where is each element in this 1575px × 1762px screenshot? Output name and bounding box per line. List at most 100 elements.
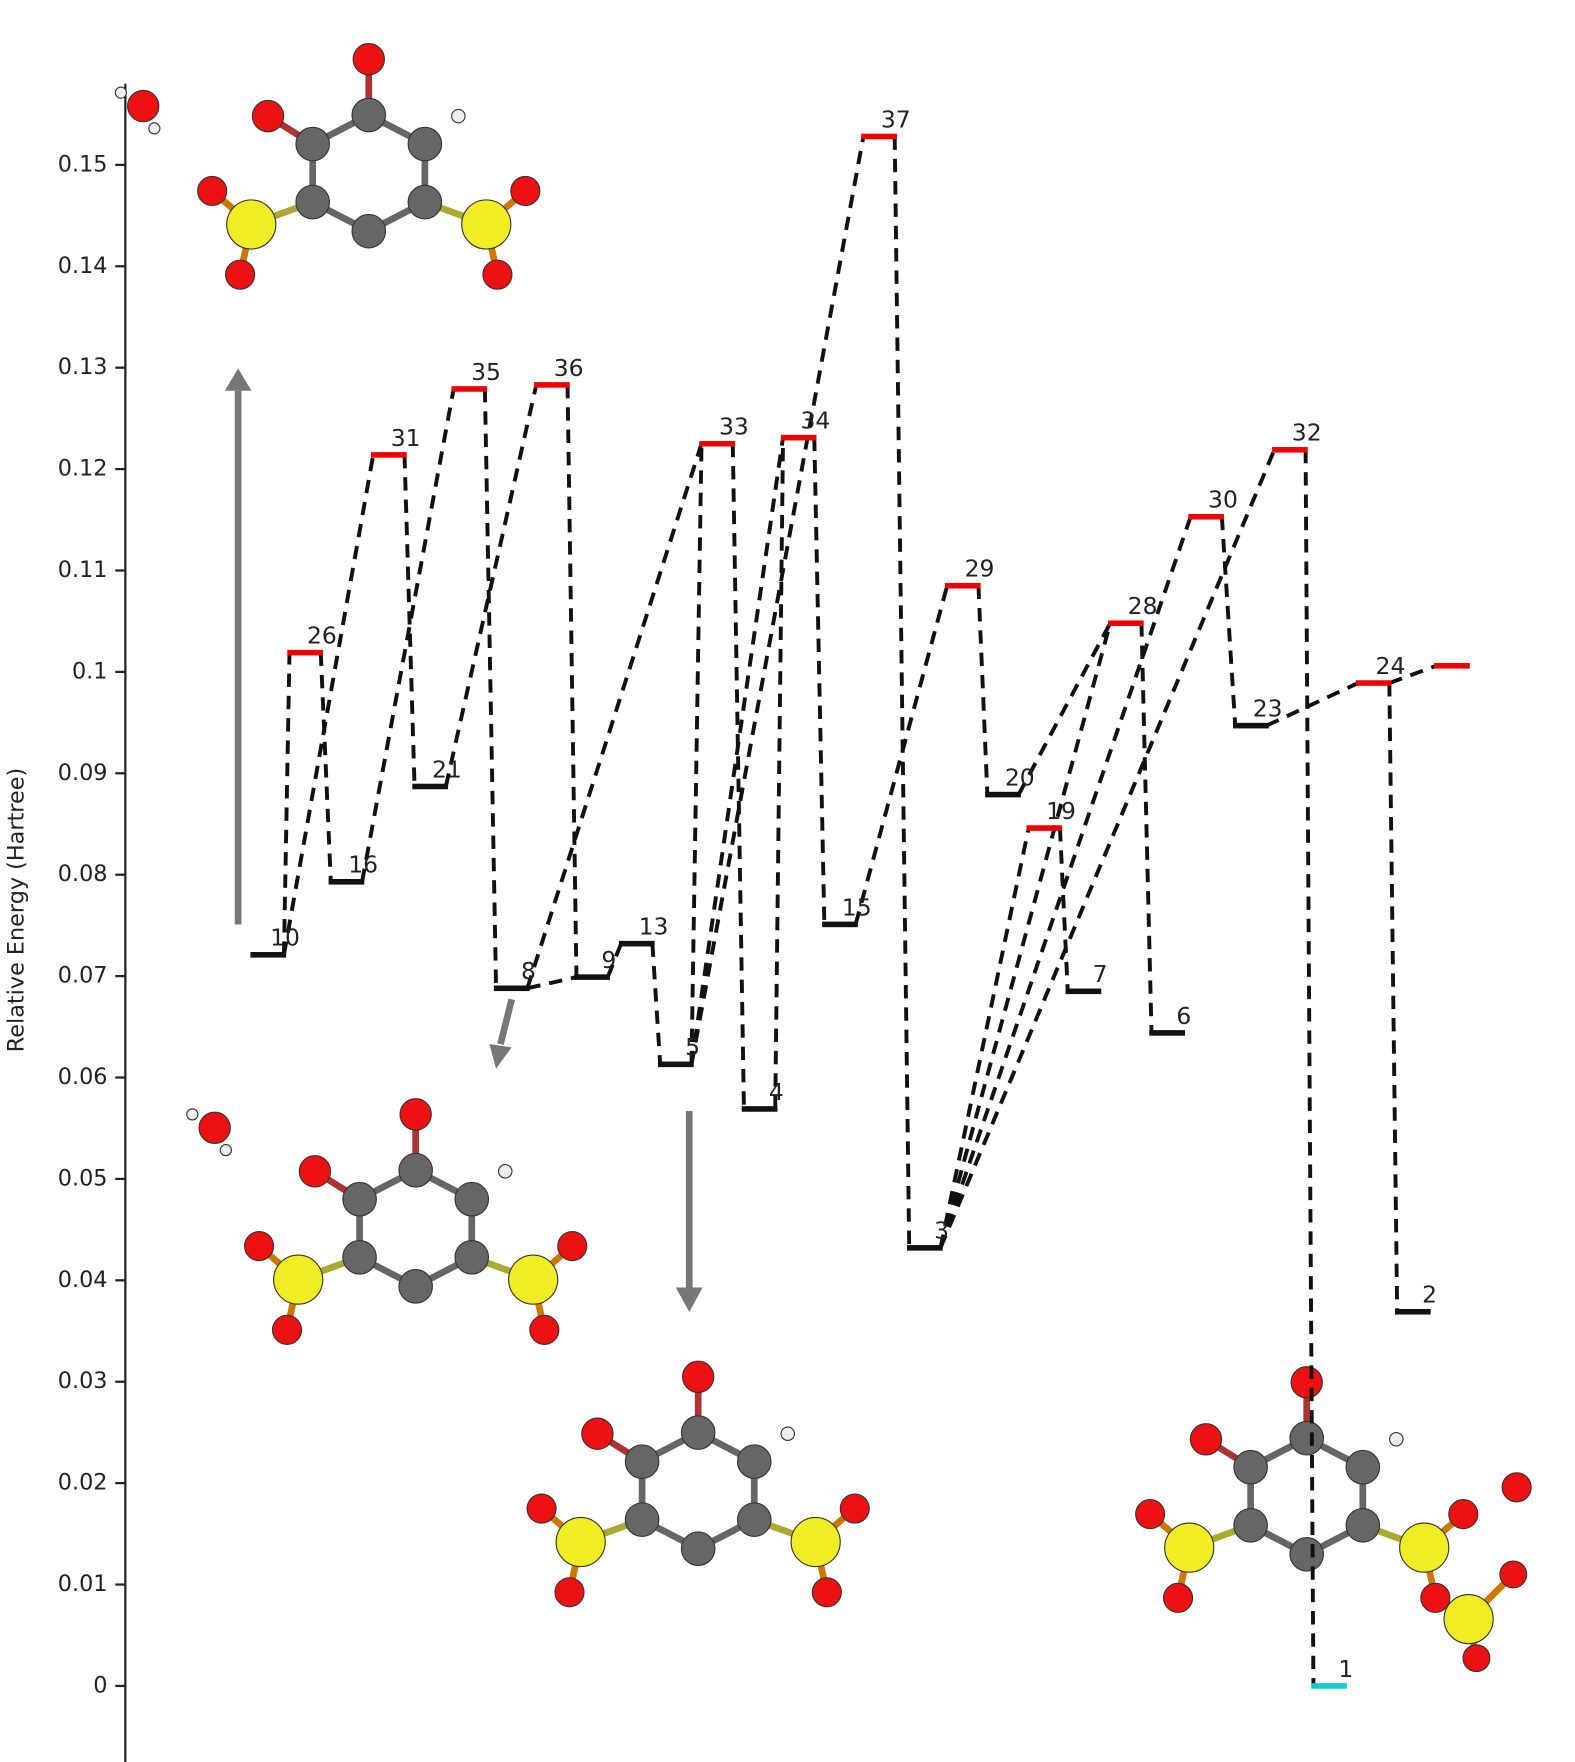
atom bbox=[351, 213, 387, 249]
atom bbox=[295, 184, 330, 220]
connection bbox=[605, 942, 623, 978]
state-label: 21 bbox=[432, 755, 462, 783]
energy-level bbox=[371, 452, 407, 458]
energy-level bbox=[1394, 1308, 1431, 1315]
atom bbox=[295, 126, 330, 162]
energy-level bbox=[822, 921, 858, 928]
atom bbox=[736, 1444, 772, 1479]
atom bbox=[1499, 1560, 1528, 1589]
atom bbox=[681, 1360, 715, 1393]
molecule-illustrations bbox=[114, 42, 1532, 1673]
atom bbox=[1289, 1420, 1325, 1456]
atom bbox=[508, 1254, 559, 1305]
connection bbox=[650, 943, 663, 1065]
atom bbox=[225, 259, 256, 290]
state-label: 3 bbox=[934, 1217, 949, 1245]
energy-level bbox=[1434, 663, 1470, 669]
energy-level bbox=[741, 1106, 778, 1112]
state-label: 31 bbox=[391, 424, 421, 452]
atom bbox=[811, 1577, 842, 1608]
state-label: 5 bbox=[685, 1033, 700, 1061]
state-label: 24 bbox=[1376, 652, 1406, 680]
atom bbox=[1233, 1449, 1268, 1485]
atom bbox=[624, 1444, 660, 1479]
y-tick-label: 0.14 bbox=[58, 253, 108, 279]
atom bbox=[298, 1155, 332, 1188]
y-tick-label: 0.06 bbox=[58, 1064, 108, 1090]
connection bbox=[1057, 827, 1070, 992]
energy-level bbox=[1149, 1030, 1186, 1036]
connection bbox=[318, 652, 333, 882]
connection bbox=[1265, 681, 1359, 728]
atom bbox=[1448, 1499, 1479, 1530]
connection bbox=[1303, 449, 1316, 1686]
state-label: 13 bbox=[639, 913, 669, 941]
atom bbox=[680, 1531, 716, 1567]
y-tick-label: 0.1 bbox=[72, 658, 108, 684]
energy-level bbox=[1311, 1683, 1347, 1689]
atom bbox=[226, 199, 277, 250]
connection bbox=[812, 437, 827, 925]
connection bbox=[689, 437, 785, 1065]
energy-level bbox=[1272, 447, 1308, 453]
state-label: 4 bbox=[769, 1078, 784, 1106]
atom bbox=[1289, 1537, 1325, 1572]
connection bbox=[482, 388, 499, 989]
y-tick-label: 0.03 bbox=[58, 1368, 108, 1394]
connection bbox=[1016, 622, 1112, 796]
energy-level bbox=[1107, 620, 1144, 627]
atom bbox=[398, 1152, 433, 1188]
atom bbox=[554, 1577, 585, 1608]
atom bbox=[1189, 1423, 1223, 1456]
atom bbox=[251, 99, 285, 133]
atom bbox=[680, 1415, 716, 1450]
connection bbox=[443, 384, 539, 787]
state-label: 28 bbox=[1128, 592, 1158, 620]
atom bbox=[114, 86, 128, 99]
connection bbox=[938, 622, 1113, 1249]
connection bbox=[402, 454, 417, 787]
energy-level bbox=[451, 386, 488, 392]
y-tick-label: 0.12 bbox=[58, 456, 108, 482]
atom bbox=[351, 97, 387, 133]
state-label: 16 bbox=[348, 851, 378, 879]
energy-level bbox=[534, 382, 570, 388]
y-axis-title: Relative Energy (Hartree) bbox=[4, 768, 30, 1052]
atom bbox=[497, 1164, 513, 1179]
atom bbox=[454, 1181, 490, 1217]
atom bbox=[399, 1098, 432, 1131]
energy-level bbox=[1026, 825, 1063, 831]
atom bbox=[398, 1269, 433, 1304]
energy-level bbox=[493, 985, 530, 992]
state-label: 36 bbox=[554, 354, 584, 382]
state-label: 1 bbox=[1338, 1655, 1353, 1683]
connection bbox=[281, 652, 292, 955]
energy-level bbox=[250, 952, 287, 958]
atom bbox=[1345, 1449, 1381, 1485]
y-tick-label: 0.02 bbox=[58, 1470, 108, 1496]
atom bbox=[244, 1231, 275, 1262]
atom bbox=[454, 1239, 490, 1275]
atom bbox=[1420, 1582, 1451, 1613]
atom bbox=[198, 1111, 231, 1144]
state-label: 34 bbox=[801, 407, 831, 435]
y-tick-label: 0.13 bbox=[58, 354, 108, 380]
connection bbox=[938, 516, 1193, 1249]
atom bbox=[1501, 1472, 1532, 1503]
atom bbox=[148, 122, 161, 135]
atom bbox=[271, 1314, 303, 1345]
connection bbox=[938, 449, 1277, 1249]
y-tick-label: 0.08 bbox=[58, 861, 108, 887]
energy-level bbox=[1065, 988, 1102, 995]
energy-level bbox=[574, 974, 610, 980]
energy-level bbox=[1188, 513, 1225, 520]
energy-level bbox=[1233, 722, 1269, 729]
atom bbox=[1443, 1593, 1494, 1645]
energy-level bbox=[618, 940, 655, 947]
atom bbox=[1162, 1582, 1194, 1613]
atom bbox=[352, 42, 385, 76]
connection bbox=[938, 827, 1031, 1249]
arrows bbox=[224, 368, 703, 1313]
atom bbox=[1462, 1644, 1491, 1673]
